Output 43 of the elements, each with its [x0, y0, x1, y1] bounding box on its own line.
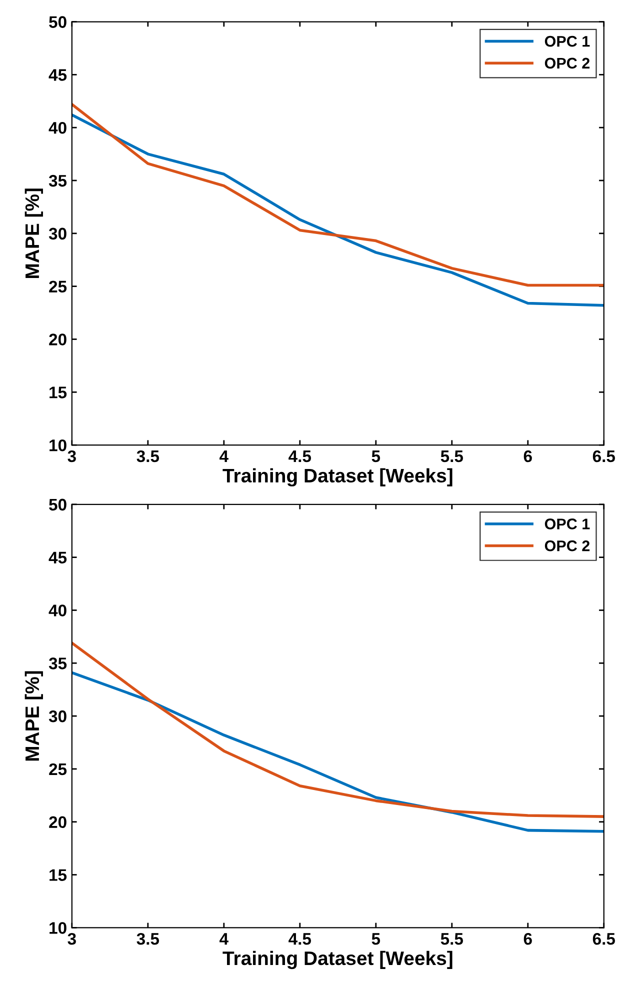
legend-label: OPC 1	[544, 518, 590, 530]
x-tick-label: 3	[68, 450, 76, 462]
y-tick-label: 45	[48, 552, 67, 564]
y-tick-label: 20	[49, 816, 66, 828]
x-tick-label: 5.5	[440, 933, 464, 945]
legend-label: OPC 1	[544, 36, 590, 47]
x-tick-label: 4.5	[288, 933, 312, 945]
x-tick-label: 5.5	[440, 450, 464, 462]
x-tick-label: 4	[220, 450, 228, 462]
y-tick-label: 30	[48, 228, 66, 240]
y-tick-label: 40	[48, 604, 66, 616]
y-tick-label: 25	[49, 763, 67, 776]
y-tick-label: 15	[50, 869, 67, 881]
y-tick-label: 30	[48, 710, 66, 722]
y-tick-label: 10	[50, 439, 66, 452]
x-axis-title: Training Dataset [Weeks]	[222, 950, 452, 970]
y-axis-title: MAPE [%]	[24, 188, 43, 278]
x-tick-label: 3	[68, 932, 76, 945]
legend-label: OPC 2	[544, 540, 590, 552]
line-series	[72, 642, 604, 818]
y-tick-label: 40	[48, 122, 66, 134]
y-tick-label: 50	[49, 16, 66, 28]
y-tick-label: 25	[49, 280, 67, 293]
x-tick-label: 5	[372, 450, 380, 462]
y-tick-label: 50	[49, 498, 66, 511]
x-axis-title: Training Dataset [Weeks]	[222, 468, 452, 486]
y-tick-label: 20	[49, 334, 66, 346]
x-tick-label: 6	[524, 932, 532, 945]
x-tick-label: 6.5	[592, 450, 615, 462]
x-tick-label: 4	[220, 933, 228, 945]
y-tick-label: 15	[50, 386, 67, 398]
y-tick-label: 35	[48, 658, 67, 670]
legend-label: OPC 2	[544, 58, 590, 69]
x-tick-label: 5	[372, 933, 380, 945]
y-tick-label: 35	[48, 174, 67, 187]
x-tick-label: 6	[524, 450, 532, 462]
y-axis-title: MAPE [%]	[24, 671, 43, 761]
x-tick-label: 6.5	[592, 932, 615, 945]
y-tick-label: 10	[50, 922, 66, 934]
y-tick-label: 45	[48, 69, 67, 81]
x-tick-label: 3.5	[136, 450, 160, 462]
x-tick-label: 3.5	[136, 932, 160, 945]
x-tick-label: 4.5	[288, 450, 312, 462]
